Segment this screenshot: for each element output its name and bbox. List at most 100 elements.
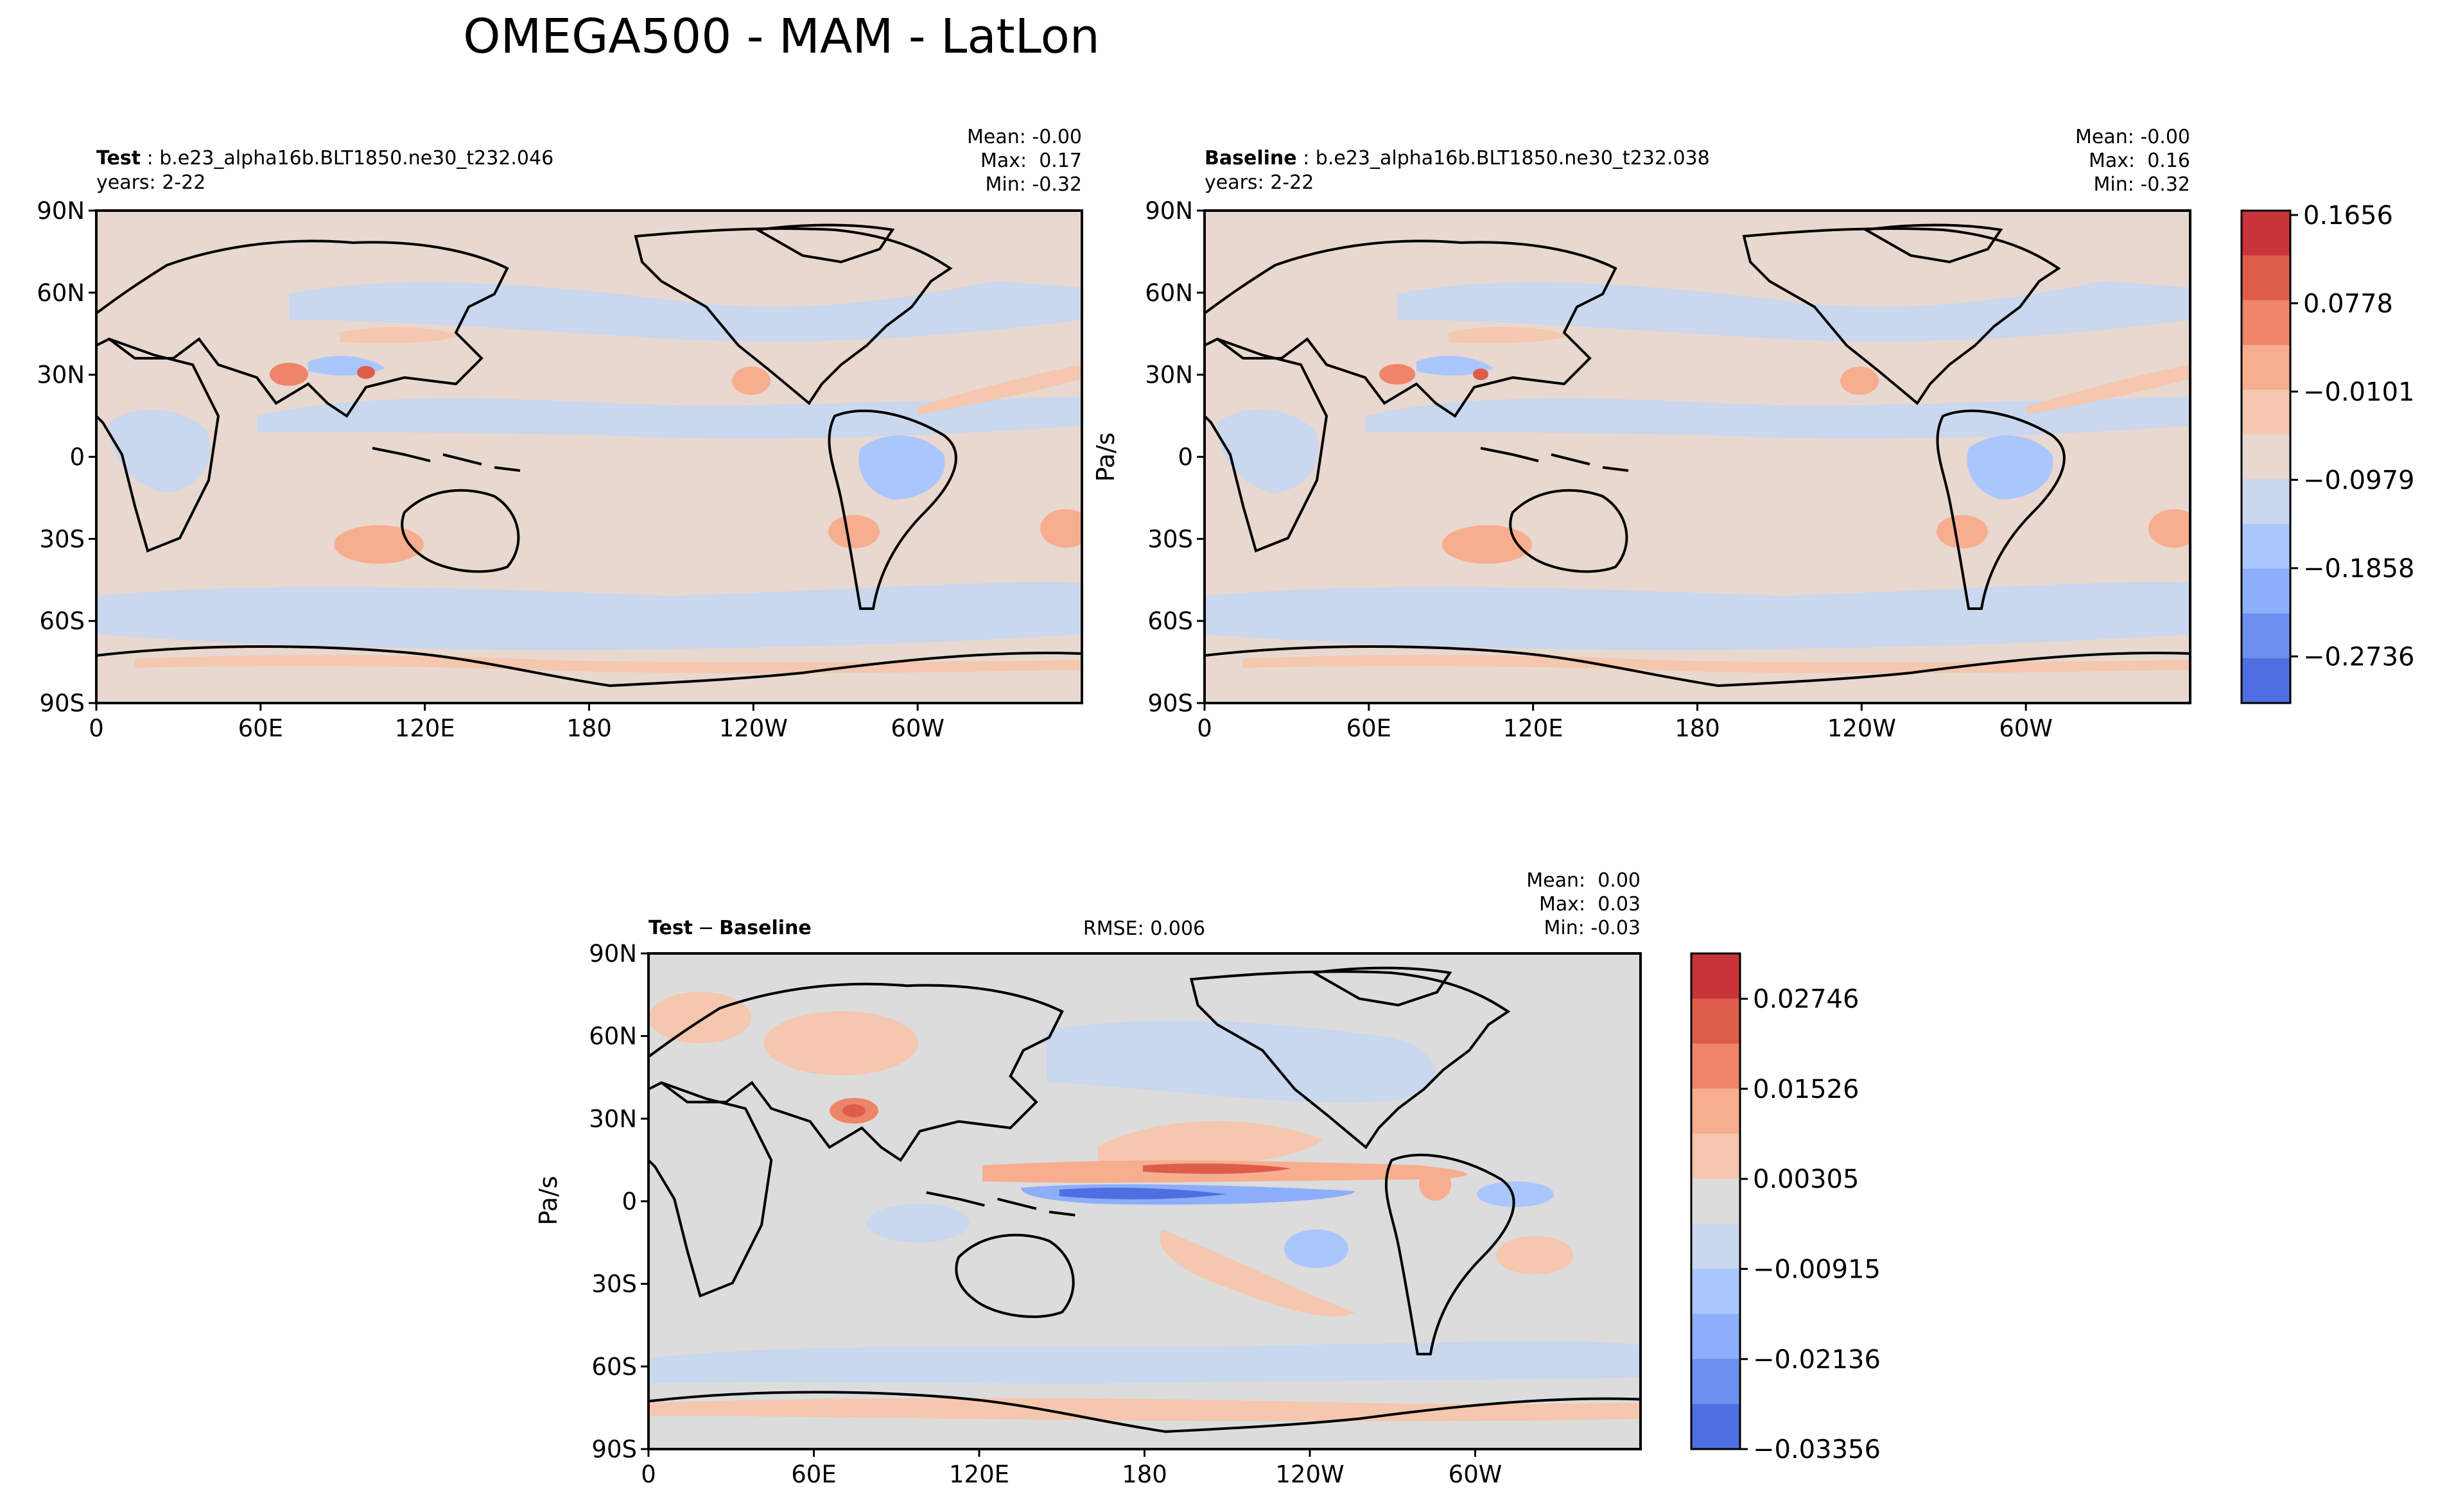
diff-label-test: Test xyxy=(649,917,693,939)
test-coast-south-america xyxy=(828,409,957,610)
baseline-xtick-label: 60W xyxy=(1999,715,2053,742)
baseline-ytick-label: 0 xyxy=(1178,444,1193,471)
test-colon: : xyxy=(141,147,159,169)
field-colorbar: 0.1656 0.0778 −0.0101 −0.0979 −0.1858 −0.2736 xyxy=(2240,201,2414,704)
diff-map xyxy=(649,953,1641,1449)
baseline-ytick-label: 60S xyxy=(1147,607,1193,635)
diff-contour-northatl-red xyxy=(649,992,751,1043)
test-xtick-label: 60W xyxy=(891,715,945,742)
baseline-ytick-label: 90S xyxy=(1147,690,1193,717)
field-colorbar-label: 0.0778 xyxy=(2303,289,2393,318)
test-panel: Test : b.e23_alpha16b.BLT1850.ne30_t232.… xyxy=(37,126,1083,742)
baseline-xtick-label: 0 xyxy=(1197,715,1212,742)
baseline-coast-greenland xyxy=(1861,223,2003,264)
diff-colorbar: 0.02746 0.01526 0.00305 −0.00915 −0.02136 −0.… xyxy=(1690,952,1881,1464)
baseline-coast-africa xyxy=(1205,338,1328,553)
test-coast-antarctica xyxy=(96,645,1082,688)
test-contour-southatl-red xyxy=(1040,509,1082,548)
baseline-coastlines xyxy=(1205,223,2190,688)
baseline-coast-eurasia xyxy=(1205,239,1617,418)
test-contour-atl-band-red xyxy=(918,365,1082,415)
diff-colorbar-label: 0.02746 xyxy=(1753,985,1859,1014)
diff-ylabel: Pa/s xyxy=(534,1176,562,1225)
svg-text:Test−Baseline: Test − Baseline xyxy=(649,917,812,939)
diff-colorbar-segment xyxy=(1691,1269,1740,1314)
field-colorbar-segment xyxy=(2242,389,2290,435)
test-ytick-label: 60S xyxy=(39,607,85,635)
baseline-coast-south-america xyxy=(1936,409,2066,610)
diff-contour-southocean-blue xyxy=(649,1341,1641,1384)
diff-coast-eurasia xyxy=(649,982,1064,1162)
diff-ytick-label: 90N xyxy=(589,940,637,968)
diff-ytick-label: 60S xyxy=(591,1353,637,1380)
field-colorbar-segment xyxy=(2242,479,2290,525)
baseline-contour-itcz-blue xyxy=(1365,397,2190,439)
diff-ytick-label: 60N xyxy=(589,1023,637,1050)
diff-colorbar-segment xyxy=(1691,1178,1740,1224)
diff-contour-samerica-red xyxy=(1419,1169,1451,1201)
diff-colorbar-segment xyxy=(1691,953,1740,999)
baseline-colon: : xyxy=(1297,147,1316,169)
diff-coast-australia xyxy=(955,1233,1075,1318)
diff-max: Max: 0.03 xyxy=(1539,893,1641,916)
svg-text:Test : b.e23_alpha16b.BLT1850.: Test : b.e23_alpha16b.BLT1850.ne30_t232.… xyxy=(96,147,553,169)
baseline-contour-amazon-blue xyxy=(1967,435,2053,500)
test-contour-southpac-red-1 xyxy=(334,525,424,564)
baseline-coast-north-america xyxy=(1742,227,2061,405)
baseline-coast-antarctica xyxy=(1205,645,2190,688)
field-colorbar-segment xyxy=(2242,658,2290,704)
diff-colorbar-segment xyxy=(1691,1403,1740,1450)
diff-contour-itcz-blue-2 xyxy=(1059,1187,1226,1199)
test-max: Max: 0.17 xyxy=(980,150,1082,172)
test-years: years: 2-22 xyxy=(96,171,205,194)
diff-coast-south-america xyxy=(1384,1153,1515,1356)
field-colorbar-segment xyxy=(2242,345,2290,390)
diff-colorbar-segment xyxy=(1691,1314,1740,1360)
baseline-contour-southocean-blue xyxy=(1205,582,2190,650)
diff-xtick-label: 120E xyxy=(949,1461,1009,1488)
test-label: Test xyxy=(96,147,141,169)
test-contour-northasia-red xyxy=(340,326,462,343)
diff-contour-itcz-red-2 xyxy=(1143,1163,1291,1174)
diff-ytick-label: 30S xyxy=(591,1271,637,1298)
test-coast-eurasia xyxy=(96,239,509,418)
test-coast-north-america xyxy=(634,227,953,405)
baseline-ytick-label: 60N xyxy=(1145,279,1193,307)
baseline-years: years: 2-22 xyxy=(1205,171,1314,194)
svg-text:Baseline : b.e23_alpha16b.BLT1: Baseline : b.e23_alpha16b.BLT1850.ne30_t… xyxy=(1205,147,1710,169)
field-colorbar-label: 0.1656 xyxy=(2303,201,2393,230)
diff-contour-spcz-red xyxy=(1160,1230,1355,1317)
baseline-xtick-label: 120W xyxy=(1827,715,1896,742)
diff-contour-southpac-blue xyxy=(1284,1230,1348,1268)
test-coast-greenland xyxy=(753,223,895,264)
diff-xtick-label: 60W xyxy=(1449,1461,1502,1488)
diff-coast-greenland xyxy=(1310,966,1452,1007)
baseline-xtick-label: 120E xyxy=(1503,715,1563,742)
test-ytick-label: 90N xyxy=(37,197,85,225)
diff-colorbar-segment xyxy=(1691,1224,1740,1269)
test-xtick-label: 60E xyxy=(238,715,283,742)
diff-contour-amazon-blue xyxy=(1477,1181,1554,1207)
diff-coast-indonesia xyxy=(926,1191,1075,1217)
diff-xticks: 0 60E 120E 180 120W 60W xyxy=(641,1449,1502,1488)
test-yticks: 90N 60N 30N 0 30S 60S 90S xyxy=(37,197,96,717)
baseline-contour-southatl-red xyxy=(2148,509,2190,548)
test-coastlines xyxy=(96,223,1082,688)
diff-label-baseline: Baseline xyxy=(719,917,812,939)
baseline-contour-southpac-red-2 xyxy=(1937,515,1988,548)
diff-contour-southatl-red xyxy=(1496,1236,1573,1274)
test-mean: Mean: -0.00 xyxy=(967,126,1082,148)
test-coast-africa xyxy=(96,338,220,553)
baseline-xtick-label: 180 xyxy=(1675,715,1720,742)
diff-coast-africa xyxy=(649,1081,773,1298)
baseline-yticks: 90N 60N 30N 0 30S 60S 90S xyxy=(1145,197,1205,717)
field-colorbar-segment xyxy=(2242,568,2290,614)
figure-title: OMEGA500 - MAM - LatLon xyxy=(463,9,1100,64)
diff-colorbar-label: −0.00915 xyxy=(1753,1255,1881,1284)
test-contour-itcz-blue xyxy=(257,397,1082,439)
diff-xtick-label: 0 xyxy=(641,1461,656,1488)
test-xtick-label: 120W xyxy=(719,715,788,742)
baseline-ytick-label: 30N xyxy=(1145,361,1193,389)
diff-contour-pacific-north-blue xyxy=(1047,1020,1435,1103)
field-colorbar-frame xyxy=(2240,209,2292,704)
